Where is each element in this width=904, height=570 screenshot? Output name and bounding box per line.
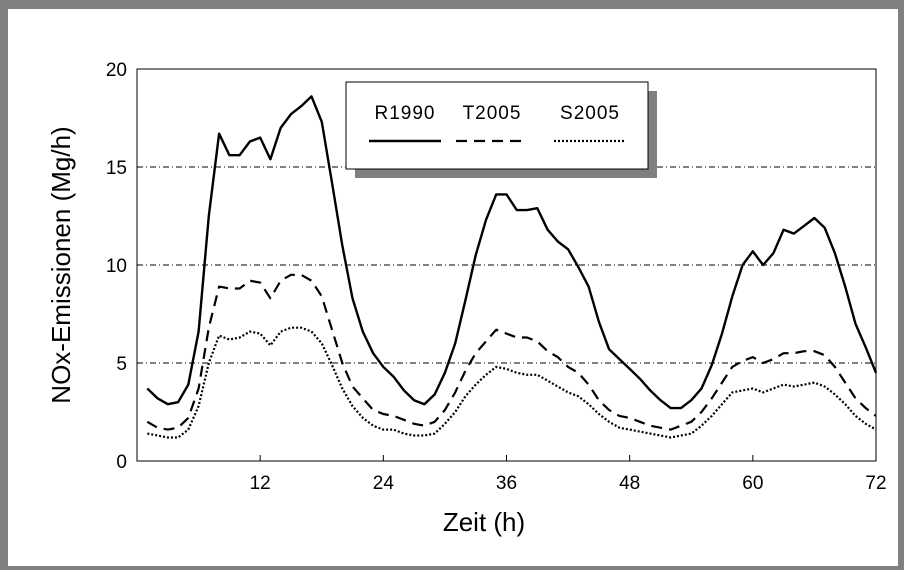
x-tick-label: 24 <box>373 473 395 494</box>
series-line-t2005 <box>146 273 877 431</box>
y-tick-label: 15 <box>106 158 127 179</box>
y-tick-label: 10 <box>106 256 127 277</box>
y-axis-title: NOx-Emissionen (Mg/h) <box>46 126 76 403</box>
series-line-s2005 <box>147 326 877 439</box>
x-tick-label: 12 <box>250 473 271 494</box>
legend-label-t2005: T2005 <box>463 103 522 124</box>
legend: R1990 T2005 S2005 <box>345 81 657 178</box>
x-tick-label: 72 <box>865 473 886 494</box>
axis-ticks: 0 5 10 15 20 12 24 36 48 60 72 <box>106 60 887 494</box>
legend-label-s2005: S2005 <box>560 103 620 124</box>
x-tick-label: 60 <box>742 473 763 494</box>
legend-box <box>345 81 649 170</box>
x-axis-title: Zeit (h) <box>443 507 525 537</box>
x-tick-label: 48 <box>619 473 640 494</box>
x-tick-label: 36 <box>496 473 517 494</box>
series-line-r1990 <box>146 95 878 410</box>
y-tick-label: 0 <box>116 452 127 473</box>
y-tick-label: 20 <box>106 60 127 81</box>
series-lines <box>146 95 878 439</box>
y-tick-label: 5 <box>116 354 127 375</box>
legend-label-r1990: R1990 <box>375 103 436 124</box>
